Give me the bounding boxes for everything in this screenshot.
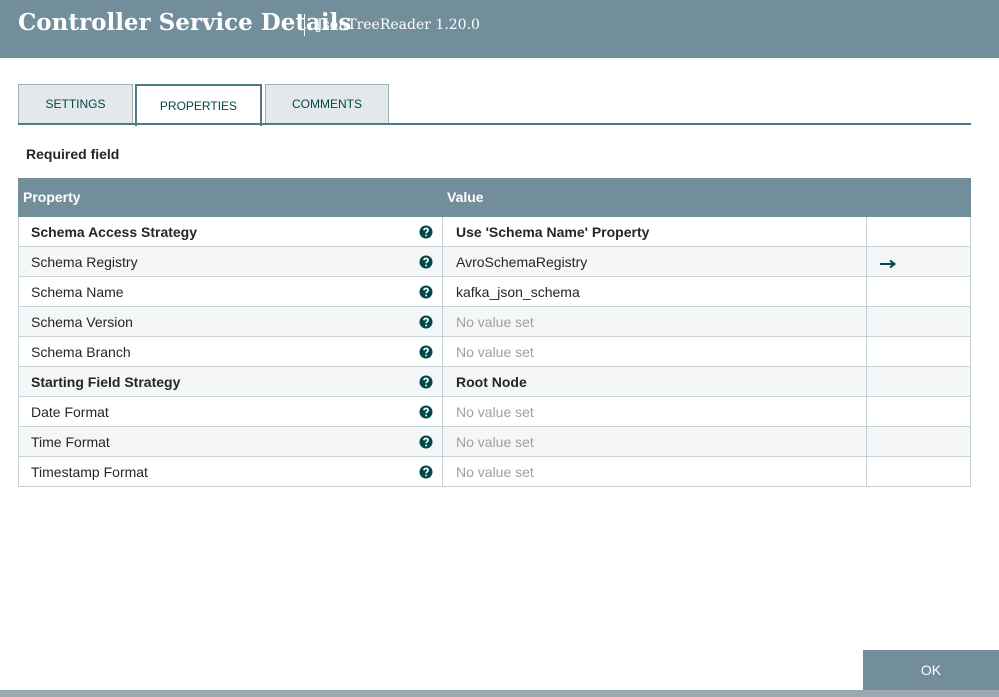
- property-value[interactable]: No value set: [456, 464, 534, 480]
- column-divider: [866, 397, 867, 427]
- table-row: Schema Registry AvroSchemaRegistry: [18, 247, 971, 277]
- property-value[interactable]: No value set: [456, 434, 534, 450]
- column-divider: [866, 247, 867, 277]
- table-row: Time Format No value set: [18, 427, 971, 457]
- column-divider: [866, 427, 867, 457]
- property-name: Schema Branch: [31, 344, 131, 360]
- property-name: Date Format: [31, 404, 109, 420]
- help-icon[interactable]: [419, 465, 433, 479]
- property-value[interactable]: kafka_json_schema: [456, 284, 580, 300]
- table-row: Starting Field Strategy Root Node: [18, 367, 971, 397]
- header: Controller Service Details JsonTreeReade…: [0, 0, 999, 58]
- column-divider: [442, 307, 443, 337]
- property-value[interactable]: No value set: [456, 344, 534, 360]
- column-divider: [442, 427, 443, 457]
- column-header: Property: [23, 189, 81, 205]
- help-icon[interactable]: [419, 345, 433, 359]
- property-value[interactable]: Use 'Schema Name' Property: [456, 224, 650, 240]
- property-value[interactable]: Root Node: [456, 374, 527, 390]
- help[interactable]: [419, 435, 433, 452]
- help-icon[interactable]: [419, 285, 433, 299]
- help[interactable]: [419, 255, 433, 272]
- property-name: Schema Version: [31, 314, 133, 330]
- column-divider: [442, 367, 443, 397]
- property-name: Schema Name: [31, 284, 124, 300]
- help[interactable]: [419, 405, 433, 422]
- help[interactable]: [419, 345, 433, 362]
- property-name: Time Format: [31, 434, 110, 450]
- column-divider: [866, 337, 867, 367]
- property-name: Schema Access Strategy: [31, 224, 198, 240]
- column-divider: [442, 277, 443, 307]
- ok-button[interactable]: OK: [863, 650, 999, 690]
- column-divider: [442, 217, 443, 247]
- property-name: Timestamp Format: [31, 464, 148, 480]
- property-name: Starting Field Strategy: [31, 374, 181, 390]
- column-divider: [442, 457, 443, 487]
- property-value[interactable]: AvroSchemaRegistry: [456, 254, 588, 270]
- help-icon[interactable]: [419, 435, 433, 449]
- tab[interactable]: SETTINGS: [18, 84, 133, 123]
- column-divider: [442, 337, 443, 367]
- help[interactable]: [419, 315, 433, 332]
- help[interactable]: [419, 225, 433, 242]
- tab-line: [18, 123, 971, 125]
- table-header: Property Value: [18, 178, 971, 217]
- subtitle: JsonTreeReader 1.20.0: [317, 17, 480, 33]
- table-row: Timestamp Format No value set: [18, 457, 971, 487]
- required-label: Required field: [26, 146, 120, 162]
- column-divider: [442, 397, 443, 427]
- column-divider: [866, 307, 867, 337]
- column-divider: [866, 367, 867, 397]
- tab[interactable]: PROPERTIES: [135, 84, 262, 126]
- help[interactable]: [419, 285, 433, 302]
- separator: [304, 14, 305, 36]
- table-row: Schema Name kafka_json_schema: [18, 277, 971, 307]
- help-icon[interactable]: [419, 225, 433, 239]
- help-icon[interactable]: [419, 255, 433, 269]
- bottom-bar: [0, 690, 999, 697]
- tab[interactable]: COMMENTS: [265, 84, 389, 123]
- table-row: Date Format No value set: [18, 397, 971, 427]
- property-name: Schema Registry: [31, 254, 138, 270]
- go-to[interactable]: [879, 256, 897, 272]
- table-row: Schema Version No value set: [18, 307, 971, 337]
- table-row: Schema Access Strategy Use 'Schema Name' …: [18, 217, 971, 247]
- property-value[interactable]: No value set: [456, 404, 534, 420]
- column-header: Value: [447, 189, 484, 205]
- table-row: Schema Branch No value set: [18, 337, 971, 367]
- help-icon[interactable]: [419, 405, 433, 419]
- column-divider: [866, 457, 867, 487]
- column-divider: [866, 277, 867, 307]
- help-icon[interactable]: [419, 315, 433, 329]
- column-divider: [442, 247, 443, 277]
- go-to-icon[interactable]: [879, 259, 897, 269]
- property-value[interactable]: No value set: [456, 314, 534, 330]
- help-icon[interactable]: [419, 375, 433, 389]
- help[interactable]: [419, 465, 433, 482]
- title: Controller Service Details: [18, 9, 352, 36]
- column-divider: [866, 217, 867, 247]
- help[interactable]: [419, 375, 433, 392]
